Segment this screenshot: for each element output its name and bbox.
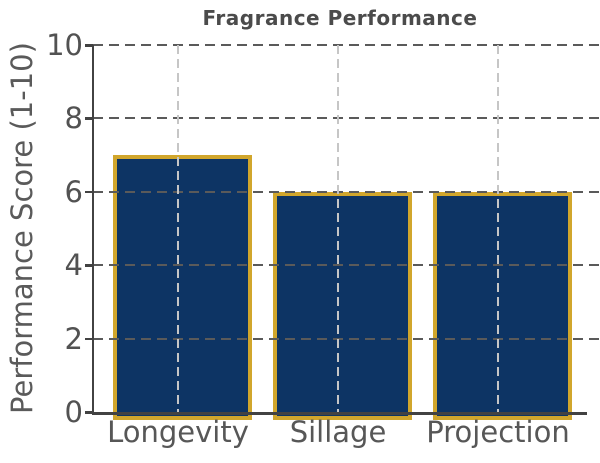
y-tick-mark [85,44,93,47]
left-spine [91,45,94,414]
x-tick-label-longevity: Longevity [107,415,249,449]
y-tick-mark [85,264,93,267]
y-tick-mark [85,190,93,194]
y-gridline [93,44,600,46]
y-gridline [93,264,600,267]
y-tick-label: 6 [64,174,83,209]
x-gridline [336,45,340,412]
y-tick-label: 0 [64,395,83,429]
bar-longevity [112,155,252,420]
bottom-spine [91,411,587,415]
bar-sillage [272,191,412,420]
y-tick-mark [85,337,93,341]
y-tick-mark [85,117,93,120]
y-gridline [93,117,600,120]
y-gridline [93,337,600,340]
y-tick-label: 2 [64,321,83,356]
chart-title: Fragrance Performance [202,6,478,30]
y-gridline [93,190,600,193]
x-gridline [176,45,180,412]
y-tick-label: 10 [46,28,83,62]
y-tick-label: 4 [64,248,83,283]
x-gridline [496,45,500,412]
y-tick-mark [85,411,93,414]
y-tick-label: 8 [64,101,83,136]
x-tick-label-sillage: Sillage [289,415,387,449]
bar-projection [432,191,572,420]
x-tick-label-projection: Projection [426,415,570,449]
